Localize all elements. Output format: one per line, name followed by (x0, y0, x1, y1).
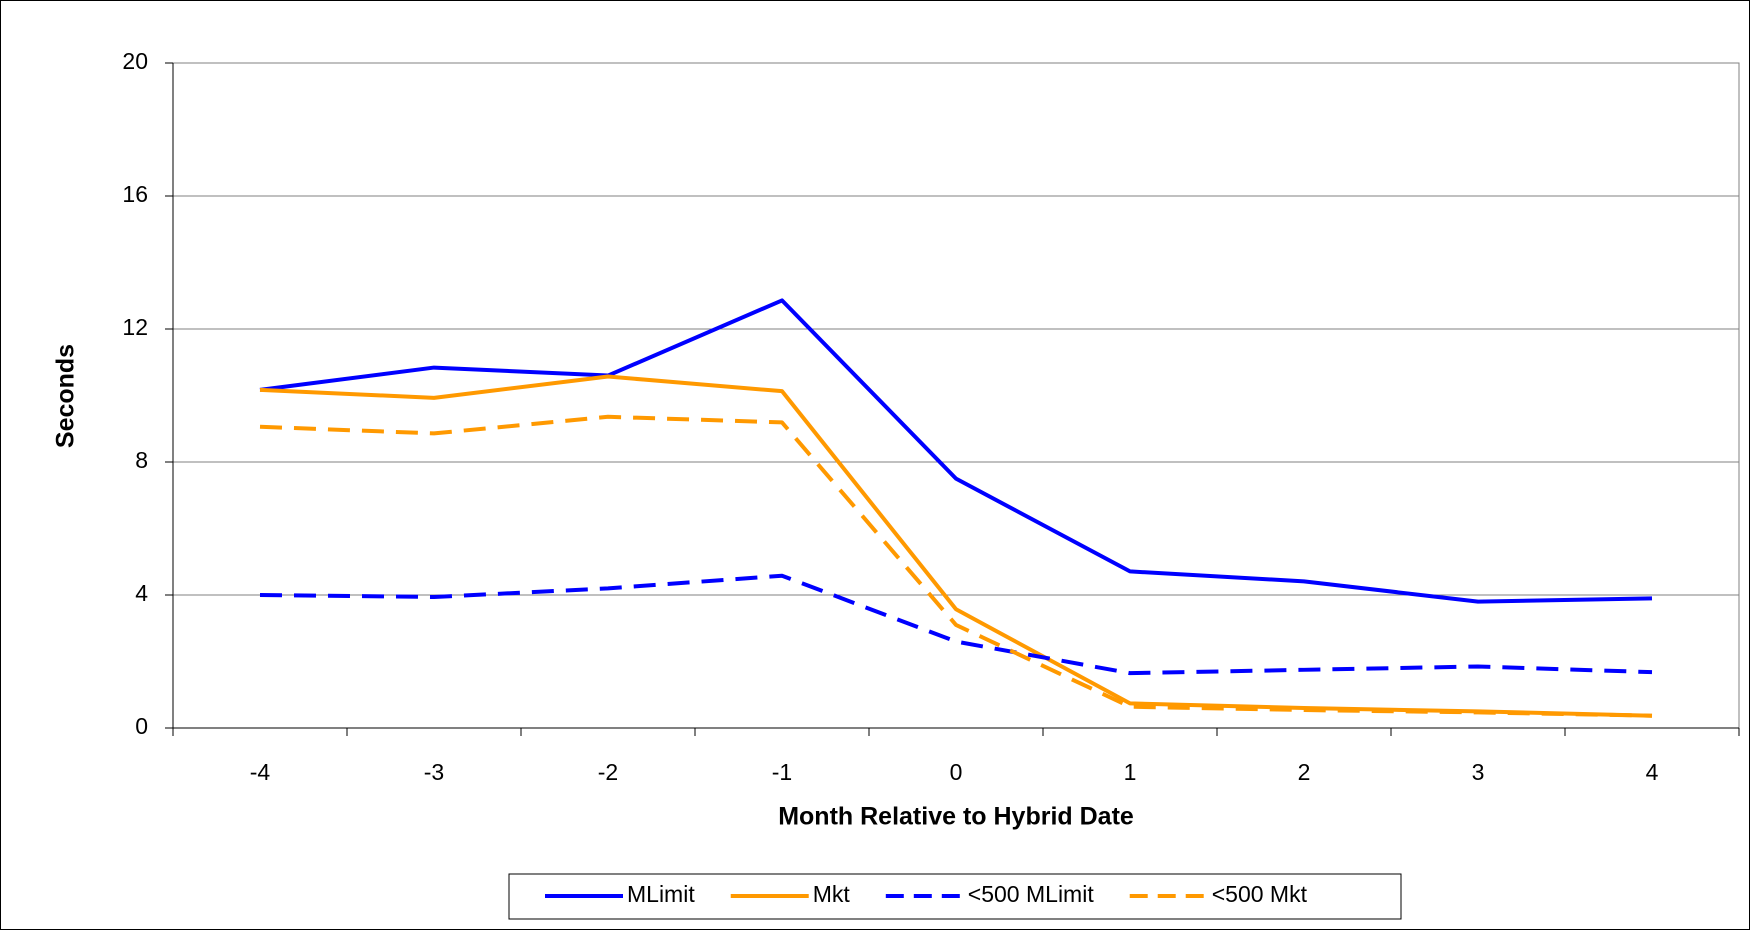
x-tick-label: -4 (250, 759, 271, 785)
x-tick-label: 0 (950, 759, 963, 785)
plot-area (172, 62, 1740, 729)
y-tick-label: 8 (135, 447, 148, 473)
x-tick-label: 3 (1472, 759, 1485, 785)
series-line (259, 414, 1653, 718)
legend-label: MLimit (627, 881, 695, 907)
y-tick-label: 16 (122, 181, 148, 207)
series-line (259, 298, 1653, 604)
series-line (259, 573, 1653, 676)
x-tick-label: 2 (1298, 759, 1311, 785)
legend-label: Mkt (813, 881, 851, 907)
x-tick-label: 1 (1124, 759, 1137, 785)
y-axis-label: Seconds (52, 344, 80, 448)
x-tick-label: -1 (772, 759, 792, 785)
x-tick-label: -2 (598, 759, 618, 785)
y-tick-label: 4 (135, 580, 148, 606)
y-tick-label: 12 (122, 314, 148, 340)
x-tick-label: 4 (1646, 759, 1659, 785)
y-tick-label: 20 (122, 48, 148, 74)
legend-label: <500 Mkt (1212, 881, 1308, 907)
x-axis-label: Month Relative to Hybrid Date (778, 803, 1134, 831)
y-tick-label: 0 (135, 713, 148, 739)
legend-label: <500 MLimit (968, 881, 1095, 907)
x-tick-label: -3 (424, 759, 444, 785)
